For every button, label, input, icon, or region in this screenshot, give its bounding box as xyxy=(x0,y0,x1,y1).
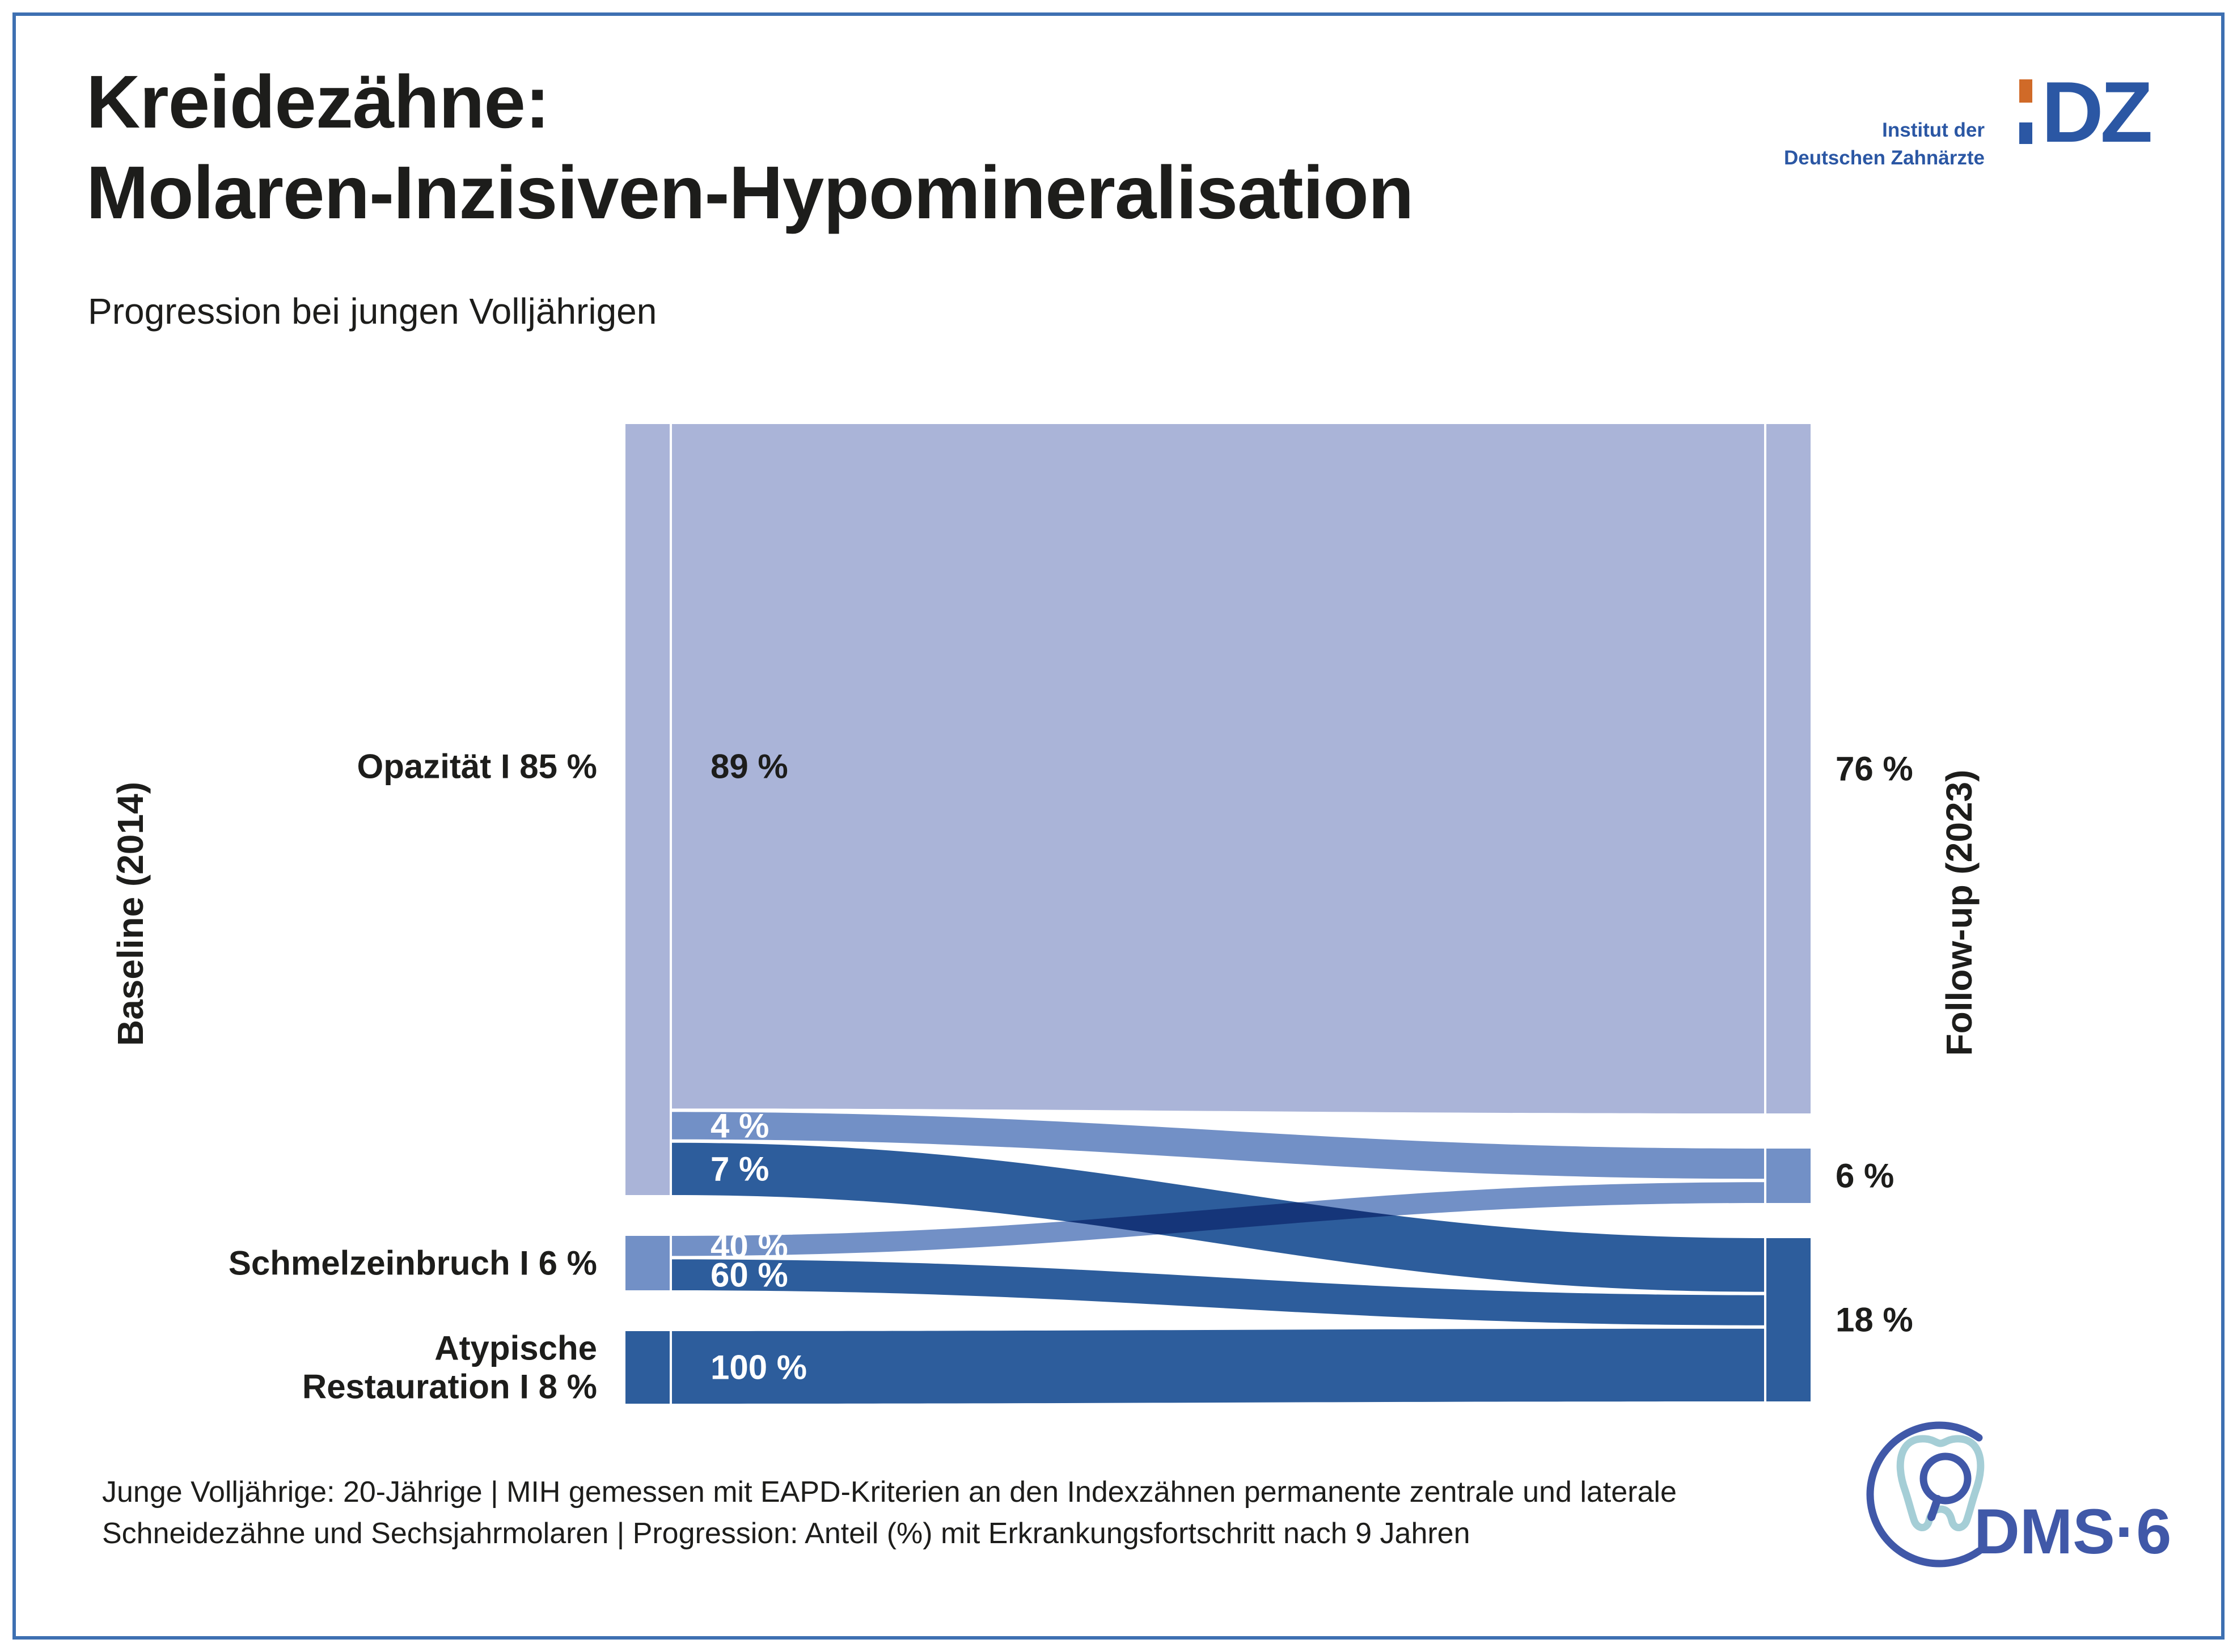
right-node-bar-opazitaet-followup xyxy=(1766,424,1811,1113)
idz-logo-dz: DZ xyxy=(2041,64,2153,160)
page-title-line2: Molaren-Inzisiven-Hypomineralisation xyxy=(86,151,1414,234)
dms6-circle-arc xyxy=(1866,1421,2012,1568)
left-node-label-atypische-restauration-line2: Restauration I 8 % xyxy=(302,1367,597,1406)
left-node-label-schmelzeinbruch: Schmelzeinbruch I 6 % xyxy=(228,1244,597,1282)
footnote-line1: Junge Volljährige: 20-Jährige | MIH geme… xyxy=(102,1476,1677,1509)
dms6-tooth-icon xyxy=(1896,1435,1985,1531)
idz-institute-name: Institut der Deutschen Zahnärzte xyxy=(1784,116,1985,172)
flow-label-40: 40 % xyxy=(711,1227,788,1265)
page-title-line1: Kreidezähne: xyxy=(86,60,550,143)
idz-logo-i-glyph xyxy=(2019,79,2032,144)
flow-opazitaet-to-atypische-followup xyxy=(672,1142,1764,1292)
right-node-label-atypische-followup: 18 % xyxy=(1836,1301,1913,1339)
axis-label-baseline: Baseline (2014) xyxy=(110,781,151,1047)
flow-label-100: 100 % xyxy=(711,1348,807,1387)
footnote-line2: Schneidezähne und Sechsjahrmolaren | Pro… xyxy=(102,1517,1470,1550)
left-node-bar-atypische-restauration xyxy=(625,1331,670,1404)
idz-institute-line2: Deutschen Zahnärzte xyxy=(1784,147,1985,169)
left-node-bar-opazitaet xyxy=(625,424,670,1195)
idz-logo-i-stem xyxy=(2019,122,2032,144)
page-title: Kreidezähne: Molaren-Inzisiven-Hypominer… xyxy=(86,57,1414,238)
idz-logo-icon: DZ xyxy=(2019,64,2153,160)
right-node-label-schmelzeinbruch-followup: 6 % xyxy=(1836,1157,1895,1195)
flow-label-7: 7 % xyxy=(711,1150,769,1188)
flow-opazitaet-to-opazitaet-followup xyxy=(672,424,1764,1113)
flow-atypische-restauration-to-atypische-followup xyxy=(672,1328,1764,1404)
flow-label-89: 89 % xyxy=(711,747,788,786)
right-node-bar-atypische-followup xyxy=(1766,1238,1811,1401)
right-node-label-opazitaet-followup: 76 % xyxy=(1836,749,1913,788)
axis-label-followup: Follow-up (2023) xyxy=(1939,769,1980,1056)
right-node-bar-schmelzeinbruch-followup xyxy=(1766,1149,1811,1203)
flow-schmelzeinbruch-to-atypische-followup xyxy=(672,1259,1764,1325)
page-subtitle: Progression bei jungen Volljährigen xyxy=(88,291,657,332)
left-node-bar-schmelzeinbruch xyxy=(625,1236,670,1290)
dms6-logo-icon: DMS·6 xyxy=(1866,1421,2171,1568)
dms6-logo: DMS·6 xyxy=(1853,1405,2176,1595)
flow-label-4: 4 % xyxy=(711,1107,769,1145)
flow-label-60: 60 % xyxy=(711,1256,788,1294)
dms6-wordmark: DMS·6 xyxy=(1974,1496,2171,1567)
left-node-label-opazitaet: Opazität I 85 % xyxy=(357,747,597,786)
dms6-mirror-handle xyxy=(1927,1495,1942,1521)
dms6-mirror-icon xyxy=(1919,1452,1972,1505)
idz-institute-line1: Institut der xyxy=(1882,119,1985,141)
idz-logo-i-dot xyxy=(2019,79,2032,103)
flow-opazitaet-to-schmelzeinbruch-followup xyxy=(672,1112,1764,1179)
left-node-label-atypische-restauration-line1: Atypische xyxy=(434,1329,597,1367)
footnote: Junge Volljährige: 20-Jährige | MIH geme… xyxy=(102,1472,1677,1554)
